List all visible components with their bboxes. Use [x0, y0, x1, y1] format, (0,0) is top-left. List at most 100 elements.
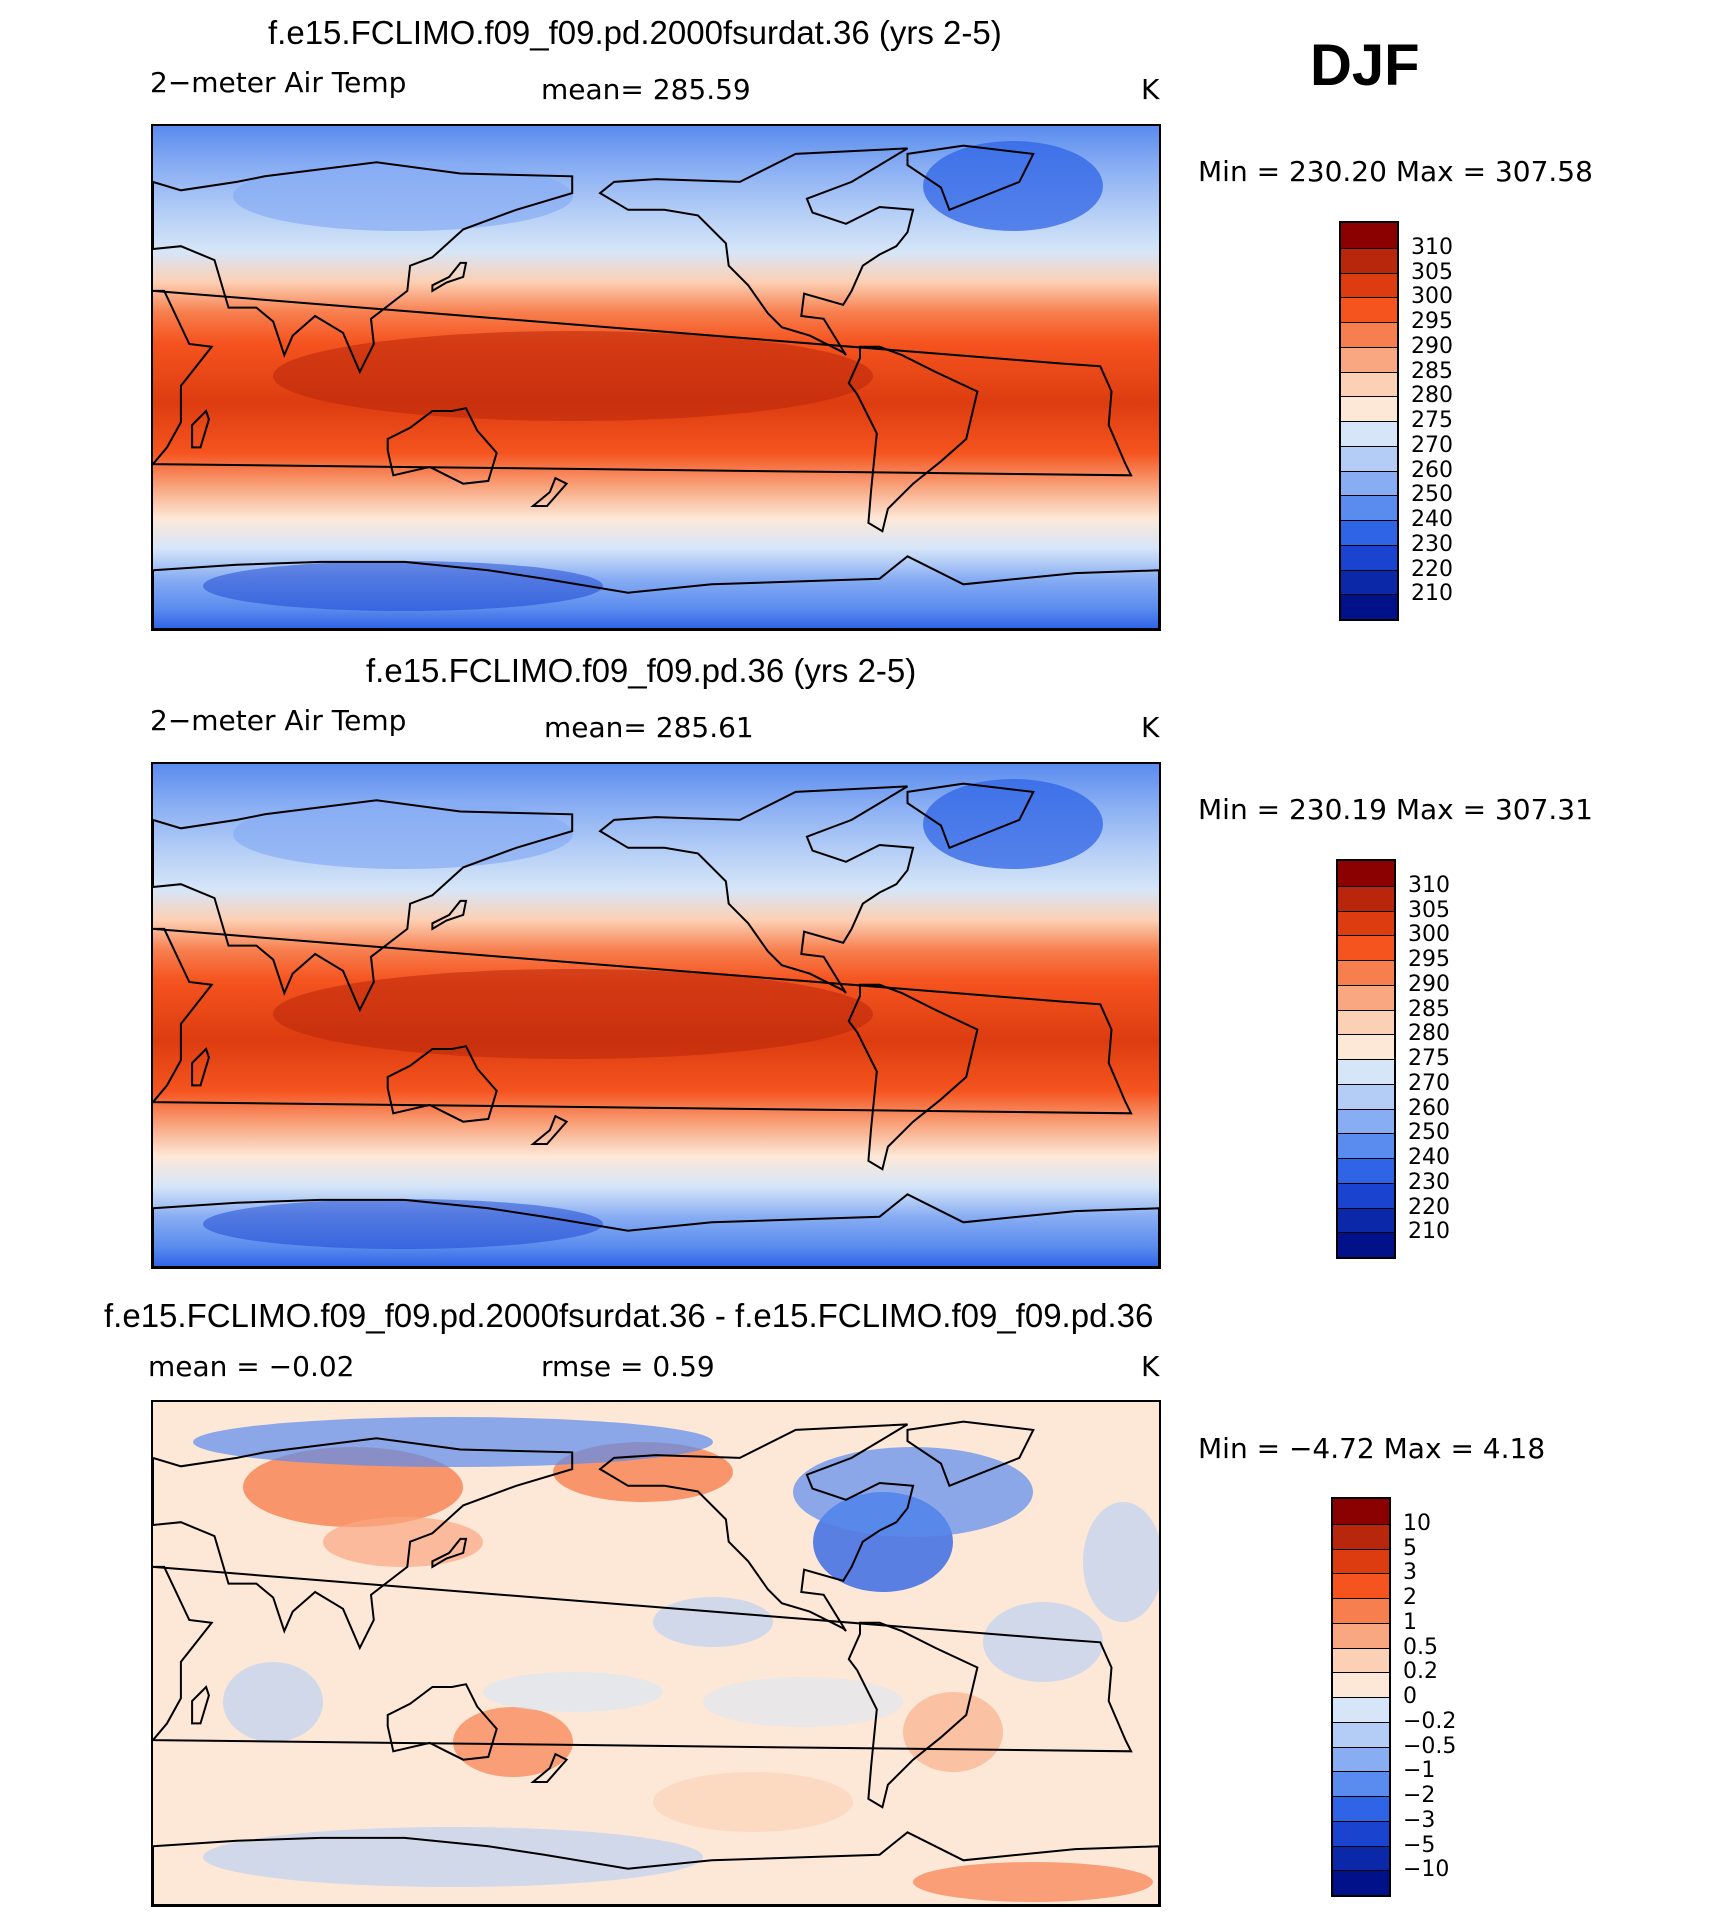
colorbar-cell — [1338, 1059, 1394, 1084]
colorbar-cell — [1338, 1034, 1394, 1059]
colorbar-tick-label: −1 — [1403, 1758, 1436, 1784]
colorbar-cell — [1341, 272, 1397, 298]
colorbar-tick-label: 305 — [1411, 259, 1453, 285]
anomaly-region — [903, 1692, 1003, 1772]
colorbar-tick-label: 260 — [1408, 1095, 1450, 1121]
panel2-map-plot — [153, 764, 1159, 1267]
colorbar-tick-label: 285 — [1408, 996, 1450, 1022]
colorbar-tick-label: 285 — [1411, 358, 1453, 384]
colorbar-tick-label: 300 — [1408, 922, 1450, 948]
coastline — [598, 147, 915, 356]
coastline — [153, 1831, 1159, 1905]
colorbar-cell — [1333, 1499, 1389, 1524]
coastline — [906, 144, 1035, 212]
colorbar-cell — [1341, 594, 1397, 619]
colorbar-tick-label: −10 — [1403, 1857, 1450, 1883]
colorbar-tick-label: 3 — [1403, 1560, 1417, 1586]
panel3-map-plot — [153, 1402, 1159, 1905]
colorbar-tick-label: 0.2 — [1403, 1659, 1438, 1685]
colorbar-cell — [1338, 910, 1394, 936]
colorbar-cell — [1333, 1548, 1389, 1574]
colorbar-tick-label: 220 — [1408, 1194, 1450, 1220]
colorbar-tick-label: 240 — [1411, 507, 1453, 532]
colorbar-cell — [1333, 1746, 1389, 1772]
panel2-title: f.e15.FCLIMO.f09_f09.pd.36 (yrs 2-5) — [366, 652, 917, 689]
anomaly-region — [653, 1597, 773, 1647]
colorbar-cell — [1341, 346, 1397, 372]
panel3-units-label: K — [1141, 1350, 1160, 1383]
colorbar-tick-label: 230 — [1408, 1169, 1450, 1195]
anomaly-region — [1083, 1502, 1159, 1622]
colorbar-tick-label: 275 — [1411, 408, 1453, 433]
colorbar-tick-label: 0.5 — [1403, 1634, 1438, 1660]
anomaly-region — [453, 1707, 573, 1777]
colorbar-cell — [1333, 1697, 1389, 1722]
anomaly-region — [653, 1772, 853, 1832]
colorbar-tick-label: 310 — [1411, 234, 1453, 260]
anomaly-region — [323, 1517, 483, 1567]
anomaly-region — [203, 1827, 703, 1887]
panel2-units-label: K — [1141, 711, 1160, 744]
colorbar-tick-label: −3 — [1403, 1807, 1436, 1833]
coastline — [431, 1537, 468, 1569]
colorbar-tick-label: 295 — [1408, 947, 1450, 972]
colorbar-cell — [1338, 1207, 1394, 1233]
colorbar-tick-label: 220 — [1411, 556, 1453, 582]
coastline — [153, 1565, 1133, 1753]
colorbar-cell — [1341, 371, 1397, 397]
coastline — [191, 1047, 210, 1087]
colorbar-tick-label: 5 — [1403, 1535, 1417, 1561]
season-label: DJF — [1310, 33, 1420, 98]
colorbar-cell — [1338, 1133, 1394, 1158]
coastline — [906, 1420, 1035, 1488]
colorbar-tick-label: 250 — [1411, 482, 1453, 508]
colorbar-tick-label: 270 — [1411, 432, 1453, 458]
panel1-title: f.e15.FCLIMO.f09_f09.pd.2000fsurdat.36 (… — [268, 14, 1002, 51]
panel2-map — [151, 762, 1161, 1269]
panel1-minmax-label: Min = 230.20 Max = 307.58 — [1198, 155, 1593, 188]
coastline — [386, 1045, 498, 1123]
anomaly-region — [793, 1447, 1033, 1537]
anomaly-region — [243, 1447, 463, 1527]
colorbar-tick-label: 250 — [1408, 1120, 1450, 1146]
panel3-mean-label: mean = −0.02 — [148, 1350, 355, 1383]
colorbar-cell — [1338, 960, 1394, 985]
colorbar-tick-label: 260 — [1411, 457, 1453, 483]
anomaly-region — [703, 1677, 903, 1727]
colorbar-cell — [1333, 1845, 1389, 1871]
colorbar-cell — [1338, 935, 1394, 960]
anomaly-region — [913, 1862, 1153, 1902]
colorbar-cell — [1338, 1108, 1394, 1134]
colorbar-tick-label: 290 — [1411, 333, 1453, 359]
cold-canada — [923, 779, 1103, 869]
coastline — [847, 345, 979, 533]
panel1-variable-label: 2−meter Air Temp — [150, 66, 407, 99]
panel1-map — [151, 124, 1161, 631]
colorbar-cell — [1341, 297, 1397, 322]
colorbar-cell — [1333, 1647, 1389, 1673]
colorbar-cell — [1341, 223, 1397, 248]
coastline — [530, 476, 569, 507]
panel3-colorbar — [1331, 1497, 1391, 1897]
coastline — [598, 785, 915, 994]
coastline — [386, 1683, 498, 1761]
coastline — [153, 1193, 1159, 1267]
panel3-minmax-label: Min = −4.72 Max = 4.18 — [1198, 1432, 1546, 1465]
panel2-mean-label: mean= 285.61 — [544, 711, 754, 744]
cold-antarctic — [203, 1199, 603, 1249]
panel3-map — [151, 1400, 1161, 1907]
coastline — [153, 289, 1133, 477]
colorbar-cell — [1341, 247, 1397, 273]
colorbar-cell — [1338, 1009, 1394, 1035]
colorbar-cell — [1341, 520, 1397, 545]
cold-canada — [923, 141, 1103, 231]
colorbar-cell — [1333, 1598, 1389, 1623]
anomaly-region — [223, 1662, 323, 1742]
colorbar-tick-label: −0.5 — [1403, 1733, 1457, 1759]
colorbar-cell — [1333, 1870, 1389, 1895]
cold-siberia — [233, 799, 573, 869]
colorbar-cell — [1341, 569, 1397, 595]
colorbar-tick-label: 240 — [1408, 1145, 1450, 1170]
coastline — [431, 261, 468, 293]
panel2-minmax-label: Min = 230.19 Max = 307.31 — [1198, 793, 1593, 826]
